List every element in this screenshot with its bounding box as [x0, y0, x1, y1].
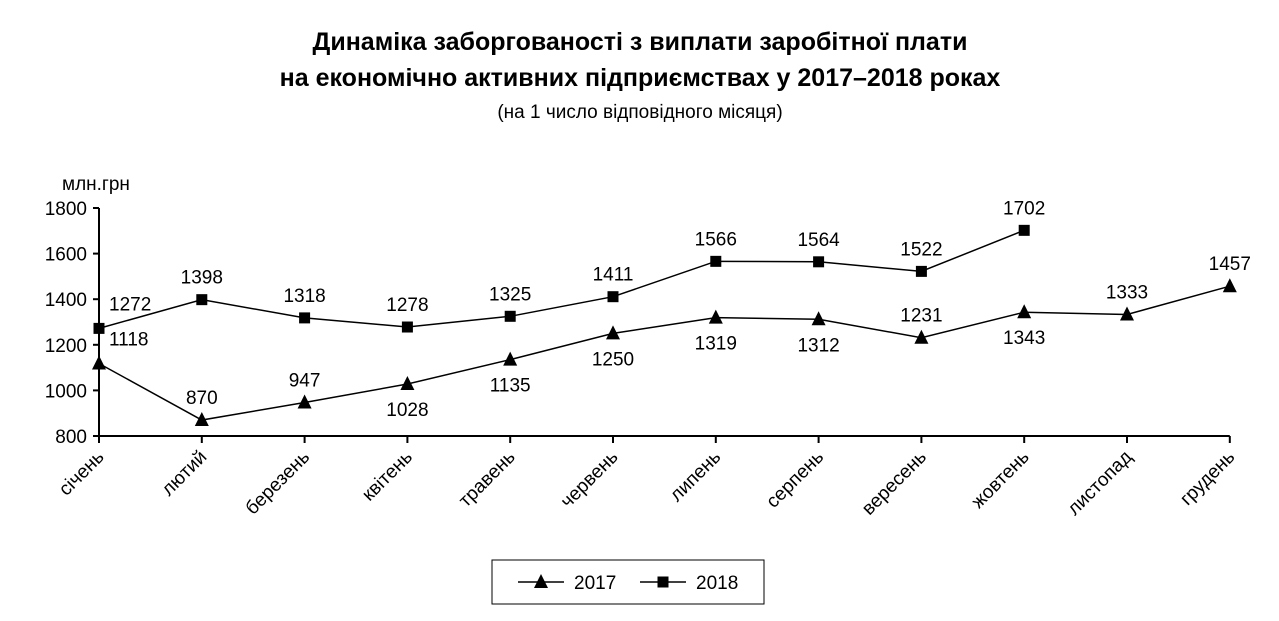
chart-title: Динаміка заборгованості з виплати заробі… [313, 28, 968, 56]
data-label: 870 [186, 388, 218, 409]
data-point-square [401, 321, 413, 333]
data-point-triangle [1120, 306, 1134, 321]
data-point-square [93, 322, 105, 334]
data-label: 1272 [109, 294, 151, 315]
data-label: 1318 [283, 286, 325, 307]
x-tick-label: листопад [1064, 447, 1137, 520]
x-tick-label: грудень [1176, 447, 1239, 510]
data-label: 1278 [386, 295, 428, 316]
data-label: 1135 [490, 376, 531, 397]
data-label: 1250 [592, 349, 634, 370]
data-point-square [1018, 224, 1030, 236]
x-tick-label: травень [455, 447, 520, 512]
data-point-triangle [534, 574, 548, 588]
data-point-triangle [606, 325, 620, 340]
legend-label: 2018 [696, 573, 738, 594]
data-point-triangle [811, 311, 826, 326]
x-tick-label: лютий [158, 447, 212, 501]
y-tick-label: 1400 [45, 290, 87, 311]
data-point-square [710, 255, 722, 267]
legend: 2017 2018 [491, 559, 765, 605]
y-tick-label: 1600 [45, 245, 87, 266]
data-label: 1702 [1003, 198, 1045, 219]
data-point-square [504, 310, 516, 322]
data-point-square [915, 265, 927, 277]
series-2018: 1272 1398 1318 1278 1325 1411 1566 1564 1522 1702 [93, 198, 1045, 334]
y-tick-label: 1800 [45, 199, 87, 220]
y-axis-label: млн.грн [62, 174, 130, 195]
series-line [98, 229, 1025, 330]
x-tick-label: січень [55, 447, 109, 501]
series-line [98, 285, 1230, 421]
data-point-triangle [297, 394, 312, 409]
data-point-triangle [503, 351, 518, 366]
data-label: 1522 [900, 239, 942, 260]
data-point-square [196, 294, 208, 306]
y-tick-label: 1200 [45, 336, 87, 357]
data-point-triangle [708, 309, 723, 324]
data-point-triangle [1222, 278, 1237, 293]
data-point-triangle [1017, 304, 1032, 319]
data-point-square [657, 576, 669, 588]
data-point-triangle [194, 412, 209, 427]
data-label: 1231 [900, 306, 942, 327]
data-label: 1411 [593, 265, 634, 286]
chart-subtitle: (на 1 число відповідного місяця) [497, 102, 782, 123]
data-point-triangle [92, 355, 106, 370]
x-tick-label: серпень [762, 447, 828, 513]
data-point-triangle [400, 376, 415, 391]
data-label: 1333 [1106, 282, 1148, 303]
x-tick-label: червень [557, 447, 623, 513]
legend-label: 2017 [574, 573, 616, 594]
data-point-square [607, 291, 619, 303]
series-2017: 1118 870 947 1028 1135 1250 1319 1312 1231 1343 13… [92, 254, 1251, 427]
data-label: 1325 [489, 284, 531, 305]
x-tick-label: квітень [358, 447, 417, 506]
x-tick-label: жовтень [968, 447, 1034, 513]
data-label: 1398 [181, 268, 223, 289]
x-tick-label: березень [242, 447, 314, 519]
data-label: 1457 [1209, 254, 1251, 275]
data-point-square [299, 312, 311, 324]
data-point-triangle [914, 329, 929, 344]
x-tick-label: вересень [858, 447, 931, 520]
data-label: 947 [289, 370, 321, 391]
y-tick-label: 1000 [45, 381, 87, 402]
data-label: 1028 [386, 400, 428, 421]
data-label: 1118 [109, 329, 148, 350]
data-label: 1319 [695, 334, 737, 355]
x-tick-label: липень [666, 447, 725, 506]
chart-title-line2: на економічно активних підприємствах у 2… [280, 64, 1001, 92]
y-tick-label: 800 [55, 427, 87, 448]
data-point-square [813, 256, 825, 268]
data-label: 1312 [797, 335, 839, 356]
data-label: 1343 [1003, 328, 1045, 349]
data-label: 1566 [695, 229, 737, 250]
data-label: 1564 [797, 230, 840, 251]
